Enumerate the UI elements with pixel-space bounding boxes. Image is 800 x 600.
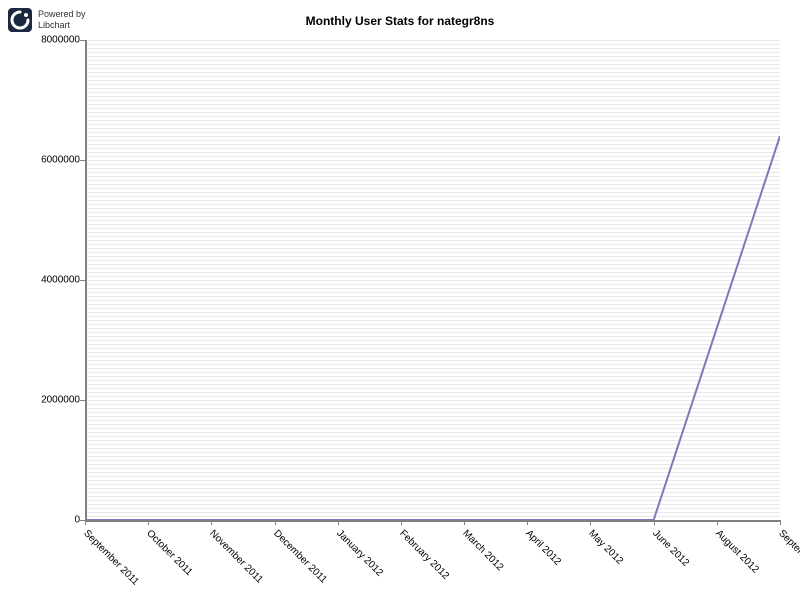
x-tick-label: November 2011	[208, 528, 266, 586]
x-tick	[338, 520, 339, 525]
x-tick-label: September 2011	[81, 528, 141, 588]
x-tick-label: May 2012	[587, 528, 626, 567]
powered-by-line2: Libchart	[38, 20, 86, 31]
y-tick	[80, 280, 85, 281]
x-tick	[590, 520, 591, 525]
chart-title: Monthly User Stats for nategr8ns	[306, 14, 495, 28]
x-tick-label: October 2011	[144, 528, 194, 578]
x-tick-label: September 2012	[776, 528, 800, 588]
y-tick-label: 8000000	[10, 35, 80, 46]
y-tick-label: 4000000	[10, 275, 80, 286]
y-tick-label: 2000000	[10, 395, 80, 406]
x-tick	[780, 520, 781, 525]
y-tick-label: 6000000	[10, 155, 80, 166]
x-tick-label: December 2011	[271, 528, 329, 586]
powered-by-text: Powered by Libchart	[38, 9, 86, 31]
x-tick-label: August 2012	[713, 528, 760, 575]
x-tick	[464, 520, 465, 525]
x-tick	[211, 520, 212, 525]
x-tick	[148, 520, 149, 525]
libchart-logo-icon	[8, 8, 32, 32]
y-axis	[85, 40, 87, 520]
x-tick-label: February 2012	[397, 528, 451, 582]
x-axis	[85, 520, 780, 522]
powered-by-line1: Powered by	[38, 9, 86, 20]
x-tick-label: June 2012	[650, 528, 691, 569]
x-tick	[527, 520, 528, 525]
x-tick-label: January 2012	[334, 528, 385, 579]
x-tick	[401, 520, 402, 525]
grid-lines	[85, 40, 780, 520]
y-tick	[80, 160, 85, 161]
x-tick	[717, 520, 718, 525]
y-tick	[80, 400, 85, 401]
x-tick-label: April 2012	[523, 528, 563, 568]
chart-container: 02000000400000060000008000000 September …	[0, 40, 800, 600]
x-tick	[654, 520, 655, 525]
plot-area	[85, 40, 780, 520]
x-tick-label: March 2012	[460, 528, 505, 573]
y-tick-label: 0	[10, 515, 80, 526]
x-tick	[85, 520, 86, 525]
y-tick	[80, 40, 85, 41]
x-tick	[275, 520, 276, 525]
branding: Powered by Libchart	[8, 8, 86, 32]
